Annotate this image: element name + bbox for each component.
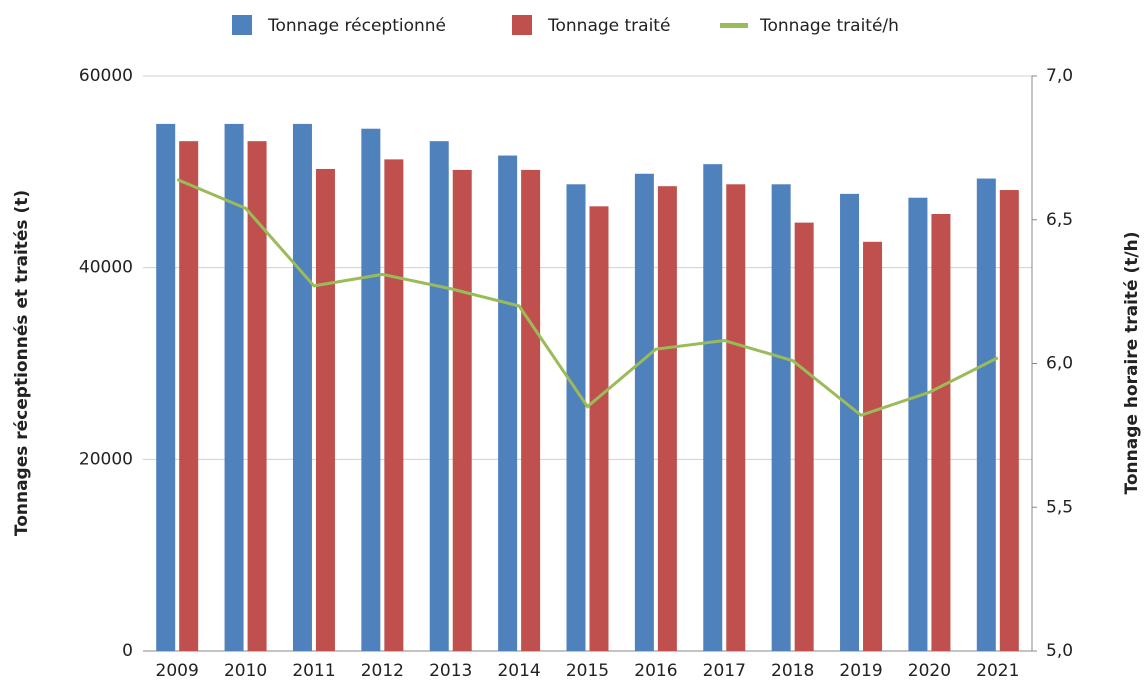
y-tick-label: 40000 bbox=[79, 258, 133, 278]
bar bbox=[931, 214, 951, 651]
bar bbox=[703, 164, 723, 651]
x-tick-label: 2015 bbox=[566, 661, 609, 681]
bar bbox=[315, 168, 335, 652]
bar bbox=[794, 222, 814, 651]
y2-tick-label: 7,0 bbox=[1046, 66, 1073, 86]
bar bbox=[429, 141, 449, 651]
bar bbox=[634, 173, 654, 651]
x-tick-label: 2012 bbox=[361, 661, 404, 681]
y-axis-label: Tonnages réceptionnés et traités (t) bbox=[12, 190, 32, 536]
y-tick-label: 60000 bbox=[79, 66, 133, 86]
legend-label: Tonnage traité bbox=[547, 16, 670, 36]
x-tick-label: 2010 bbox=[224, 661, 267, 681]
bar bbox=[179, 141, 199, 651]
legend-swatch bbox=[232, 15, 252, 35]
bar bbox=[384, 159, 404, 651]
bar bbox=[566, 184, 586, 651]
x-tick-label: 2009 bbox=[156, 661, 199, 681]
legend-swatch bbox=[512, 15, 532, 35]
bar bbox=[589, 206, 609, 652]
y-tick-label: 20000 bbox=[79, 449, 133, 469]
bar bbox=[452, 169, 472, 651]
x-tick-label: 2021 bbox=[976, 661, 1019, 681]
bar bbox=[999, 190, 1019, 651]
bar bbox=[840, 193, 860, 651]
y2-tick-label: 6,0 bbox=[1046, 354, 1073, 374]
bar bbox=[657, 186, 677, 652]
x-tick-label: 2016 bbox=[634, 661, 677, 681]
y2-tick-label: 5,5 bbox=[1046, 497, 1073, 517]
bar bbox=[908, 197, 928, 652]
bar bbox=[726, 184, 746, 651]
y2-tick-label: 5,0 bbox=[1046, 641, 1073, 661]
x-tick-label: 2017 bbox=[703, 661, 746, 681]
x-tick-label: 2020 bbox=[908, 661, 951, 681]
bar bbox=[521, 169, 541, 651]
bar bbox=[224, 123, 244, 651]
bar bbox=[247, 141, 267, 651]
bar bbox=[498, 155, 518, 651]
y2-axis-label: Tonnage horaire traité (t/h) bbox=[1122, 232, 1142, 495]
bar bbox=[976, 178, 996, 651]
legend-label: Tonnage réceptionné bbox=[267, 16, 446, 36]
x-tick-label: 2011 bbox=[292, 661, 335, 681]
bar bbox=[361, 128, 381, 652]
legend-swatch bbox=[720, 23, 748, 28]
y2-tick-label: 6,5 bbox=[1046, 210, 1073, 230]
x-tick-label: 2018 bbox=[771, 661, 814, 681]
x-tick-label: 2013 bbox=[429, 661, 472, 681]
y-tick-label: 0 bbox=[122, 641, 133, 661]
bar bbox=[771, 184, 791, 651]
bar bbox=[156, 123, 176, 651]
x-tick-label: 2019 bbox=[839, 661, 882, 681]
line bbox=[176, 178, 999, 417]
bar bbox=[863, 241, 883, 651]
bar bbox=[292, 123, 312, 651]
legend-label: Tonnage traité/h bbox=[759, 16, 899, 36]
x-tick-label: 2014 bbox=[497, 661, 540, 681]
